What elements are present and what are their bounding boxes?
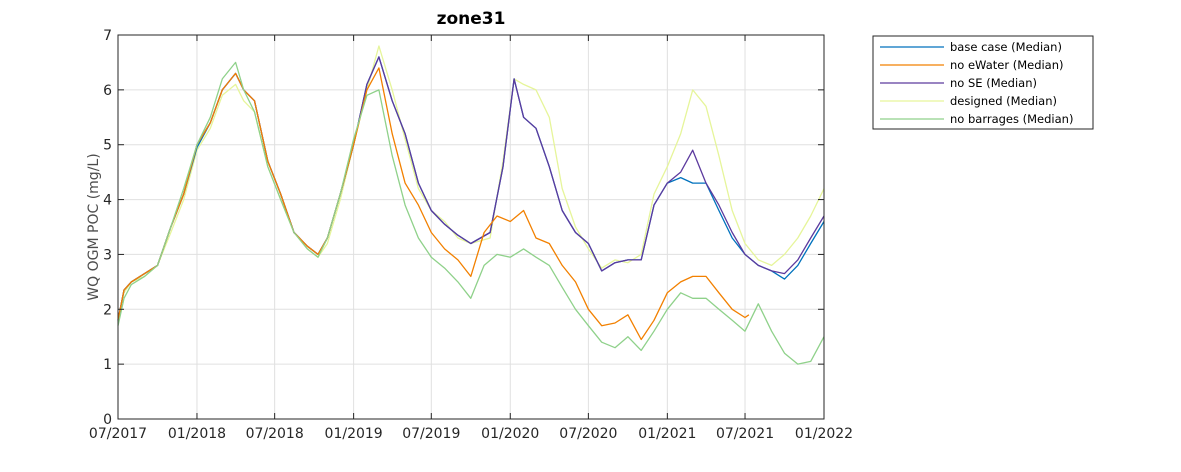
series-line-no-ewater-median bbox=[117, 67, 750, 341]
legend: base case (Median) no eWater (Median) no S… bbox=[872, 35, 1094, 130]
x-tick-label: 01/2022 bbox=[795, 426, 853, 442]
y-tick-label: 0 bbox=[103, 412, 112, 428]
series-line-designed-median bbox=[117, 45, 825, 321]
y-axis-label: WQ OGM POC (mg/L) bbox=[86, 153, 102, 300]
legend-entry-no-barrages-median: no barrages (Median) bbox=[950, 112, 1073, 126]
y-tick-label: 6 bbox=[103, 83, 112, 99]
grid-lines bbox=[118, 35, 824, 419]
y-tick-label: 2 bbox=[103, 302, 112, 318]
x-tick-label: 01/2020 bbox=[481, 426, 539, 442]
y-tick-label: 5 bbox=[103, 138, 112, 154]
x-tick-label: 07/2021 bbox=[716, 426, 774, 442]
x-tick-label: 01/2019 bbox=[325, 426, 383, 442]
y-tick-label: 4 bbox=[103, 193, 112, 209]
plot-area bbox=[118, 35, 824, 419]
legend-entry-base-case-median: base case (Median) bbox=[950, 40, 1062, 54]
series-line-no-barrages-median bbox=[117, 61, 825, 365]
x-tick-label: 07/2017 bbox=[89, 426, 147, 442]
axis-ticks: 0 1 2 3 4 5 6 7 07/2017 01/2018 07/2018 01/2019 07/2… bbox=[89, 28, 853, 442]
plot-axes-box bbox=[117, 34, 825, 420]
legend-entry-no-se-median: no SE (Median) bbox=[950, 76, 1037, 90]
y-tick-label: 1 bbox=[103, 357, 112, 373]
y-tick-label: 3 bbox=[103, 247, 112, 263]
x-tick-label: 01/2018 bbox=[168, 426, 226, 442]
chart-title: zone31 bbox=[437, 9, 506, 29]
x-tick-label: 07/2020 bbox=[559, 426, 617, 442]
x-tick-label: 07/2018 bbox=[246, 426, 304, 442]
series-lines bbox=[117, 45, 825, 365]
x-tick-label: 07/2019 bbox=[402, 426, 460, 442]
legend-entry-no-ewater-median: no eWater (Median) bbox=[950, 58, 1064, 72]
legend-entry-designed-median: designed (Median) bbox=[950, 94, 1057, 108]
y-tick-label: 7 bbox=[103, 28, 112, 44]
x-tick-label: 01/2021 bbox=[638, 426, 696, 442]
